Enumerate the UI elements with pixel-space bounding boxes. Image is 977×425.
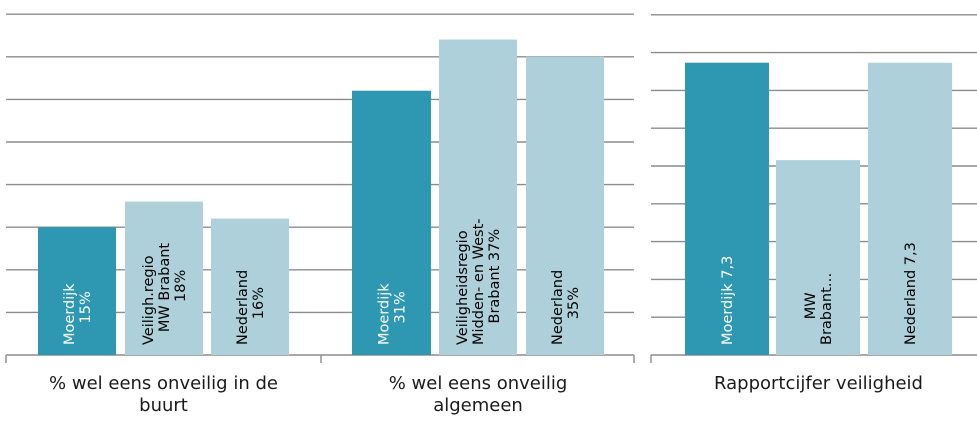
bar xyxy=(211,218,289,355)
bar-label-line: MW Brabant xyxy=(157,243,173,333)
bar-data-label: MWBrabant… xyxy=(803,273,835,345)
bar-data-label: Nederland35% xyxy=(550,270,582,345)
bar xyxy=(38,227,116,355)
bar-label-line: Nederland xyxy=(550,270,566,345)
bar-data-label: Nederland16% xyxy=(235,270,267,345)
bar xyxy=(868,62,952,355)
bar-data-label: Nederland 7,3 xyxy=(903,242,919,345)
bar-label-line: Brabant 37% xyxy=(487,229,503,324)
bar-label-line: Midden- en West- xyxy=(471,219,487,346)
bar-label-line: MW xyxy=(803,292,819,319)
bar-data-label: Moerdijk 7,3 xyxy=(720,256,736,345)
category-tick-label: % wel eens onveilig in de buurt xyxy=(49,373,278,416)
category-label-line: % wel eens onveilig xyxy=(389,373,568,394)
bar-label-line: Moerdijk 7,3 xyxy=(720,256,736,345)
bar-data-label: Moerdijk15% xyxy=(62,283,94,345)
bar-label-line: 15% xyxy=(78,291,94,323)
bar-label-line: Moerdijk xyxy=(377,283,393,345)
bar-label-line: Veiligh.regio xyxy=(141,255,157,345)
bar xyxy=(776,160,860,355)
category-tick-label: % wel eens onveilig algemeen xyxy=(389,373,568,416)
category-tick-label: Rapportcijfer veiligheid xyxy=(714,373,923,394)
bar xyxy=(526,56,604,355)
bar xyxy=(125,201,203,355)
category-label-line: % wel eens onveilig in de xyxy=(49,373,278,394)
bar-label-line: 18% xyxy=(173,270,189,302)
bar-label-line: Brabant… xyxy=(819,273,835,345)
bar-label-line: 16% xyxy=(251,287,267,319)
bar-label-line: Veiligheidsregio xyxy=(455,230,471,345)
bar-data-label: VeiligheidsregioMidden- en West-Brabant … xyxy=(455,219,503,346)
bar xyxy=(352,90,431,355)
bar-label-line: 35% xyxy=(566,287,582,319)
bar-label-line: 31% xyxy=(393,291,409,323)
bar xyxy=(439,39,517,355)
bar-data-label: Veiligh.regioMW Brabant18% xyxy=(141,243,189,345)
bar-label-line: Moerdijk xyxy=(62,283,78,345)
bar-label-line: Nederland xyxy=(235,270,251,345)
bar xyxy=(685,62,769,355)
category-label-line: Rapportcijfer veiligheid xyxy=(714,373,923,394)
bar-data-label: Moerdijk31% xyxy=(377,283,409,345)
bar-label-line: Nederland 7,3 xyxy=(903,242,919,345)
category-label-line: buurt xyxy=(139,395,188,416)
category-label-line: algemeen xyxy=(433,395,523,416)
